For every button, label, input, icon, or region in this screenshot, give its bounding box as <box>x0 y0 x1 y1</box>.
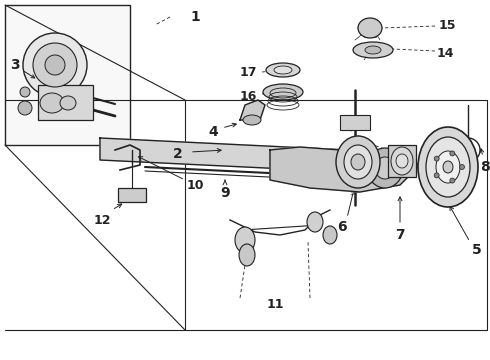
Text: 16: 16 <box>239 90 257 103</box>
Text: 12: 12 <box>93 213 111 226</box>
Ellipse shape <box>235 227 255 253</box>
Ellipse shape <box>365 46 381 54</box>
Text: 13: 13 <box>431 161 449 174</box>
Text: 3: 3 <box>10 58 20 72</box>
Text: 9: 9 <box>220 186 230 200</box>
Text: 4: 4 <box>208 125 218 139</box>
Text: 14: 14 <box>436 46 454 59</box>
Ellipse shape <box>358 18 382 38</box>
Text: 1: 1 <box>190 10 200 24</box>
Text: 17: 17 <box>239 66 257 78</box>
Text: 8: 8 <box>480 160 490 174</box>
Ellipse shape <box>460 165 465 170</box>
Ellipse shape <box>443 161 453 173</box>
Ellipse shape <box>33 43 77 87</box>
Ellipse shape <box>418 127 478 207</box>
Bar <box>118 188 146 202</box>
Ellipse shape <box>40 93 64 113</box>
Ellipse shape <box>450 151 455 156</box>
Ellipse shape <box>307 212 323 232</box>
Text: 2: 2 <box>173 147 183 161</box>
Ellipse shape <box>426 137 470 197</box>
Ellipse shape <box>375 157 395 179</box>
Ellipse shape <box>45 55 65 75</box>
Bar <box>5 5 130 145</box>
Ellipse shape <box>243 115 261 125</box>
Ellipse shape <box>434 173 439 178</box>
Ellipse shape <box>274 66 292 74</box>
Ellipse shape <box>434 156 439 161</box>
Text: 10: 10 <box>186 179 204 192</box>
Ellipse shape <box>18 101 32 115</box>
Ellipse shape <box>60 96 76 110</box>
Polygon shape <box>100 138 390 174</box>
Ellipse shape <box>353 42 393 58</box>
Ellipse shape <box>266 63 300 77</box>
Text: 6: 6 <box>337 220 347 234</box>
Text: 5: 5 <box>472 243 482 257</box>
Bar <box>340 115 370 130</box>
Ellipse shape <box>239 244 255 266</box>
Polygon shape <box>270 147 420 192</box>
Polygon shape <box>240 100 265 120</box>
Ellipse shape <box>344 145 372 179</box>
Ellipse shape <box>20 87 30 97</box>
Ellipse shape <box>367 148 403 188</box>
Ellipse shape <box>396 154 408 168</box>
Ellipse shape <box>351 154 365 170</box>
Bar <box>38 85 93 120</box>
Ellipse shape <box>450 178 455 183</box>
Ellipse shape <box>23 33 87 97</box>
Ellipse shape <box>391 147 413 175</box>
Text: 7: 7 <box>395 228 405 242</box>
Ellipse shape <box>263 84 303 100</box>
Ellipse shape <box>336 136 380 188</box>
Ellipse shape <box>323 226 337 244</box>
Text: 11: 11 <box>266 298 284 311</box>
Bar <box>388 145 416 177</box>
Ellipse shape <box>436 151 460 183</box>
Text: 15: 15 <box>438 18 456 32</box>
